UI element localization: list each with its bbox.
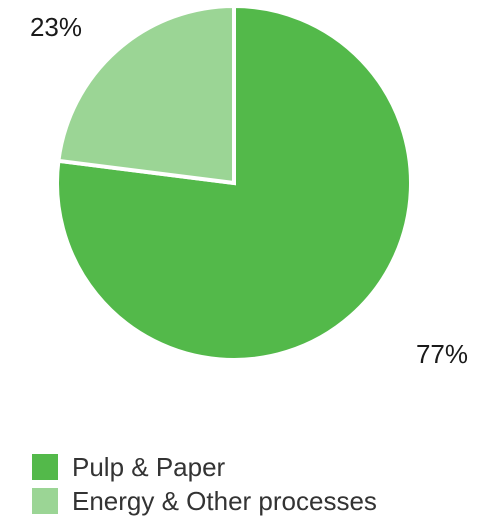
legend-item-energy-other: Energy & Other processes <box>32 484 377 518</box>
pie-slice-pulp-paper <box>55 3 413 362</box>
data-label-energy-other: 23% <box>30 12 82 42</box>
legend-swatch-pulp-paper <box>32 454 58 480</box>
legend-swatch-energy-other <box>32 488 58 514</box>
legend-label-pulp-paper: Pulp & Paper <box>72 452 226 482</box>
legend-item-pulp-paper: Pulp & Paper <box>32 450 377 484</box>
legend: Pulp & Paper Energy & Other processes <box>32 450 377 518</box>
pie-labels: 77% 23% <box>30 12 468 369</box>
pie-slice-energy-other <box>56 3 236 186</box>
legend-label-energy-other: Energy & Other processes <box>72 486 377 516</box>
pie-slices <box>55 3 413 362</box>
data-label-pulp-paper: 77% <box>416 339 468 369</box>
